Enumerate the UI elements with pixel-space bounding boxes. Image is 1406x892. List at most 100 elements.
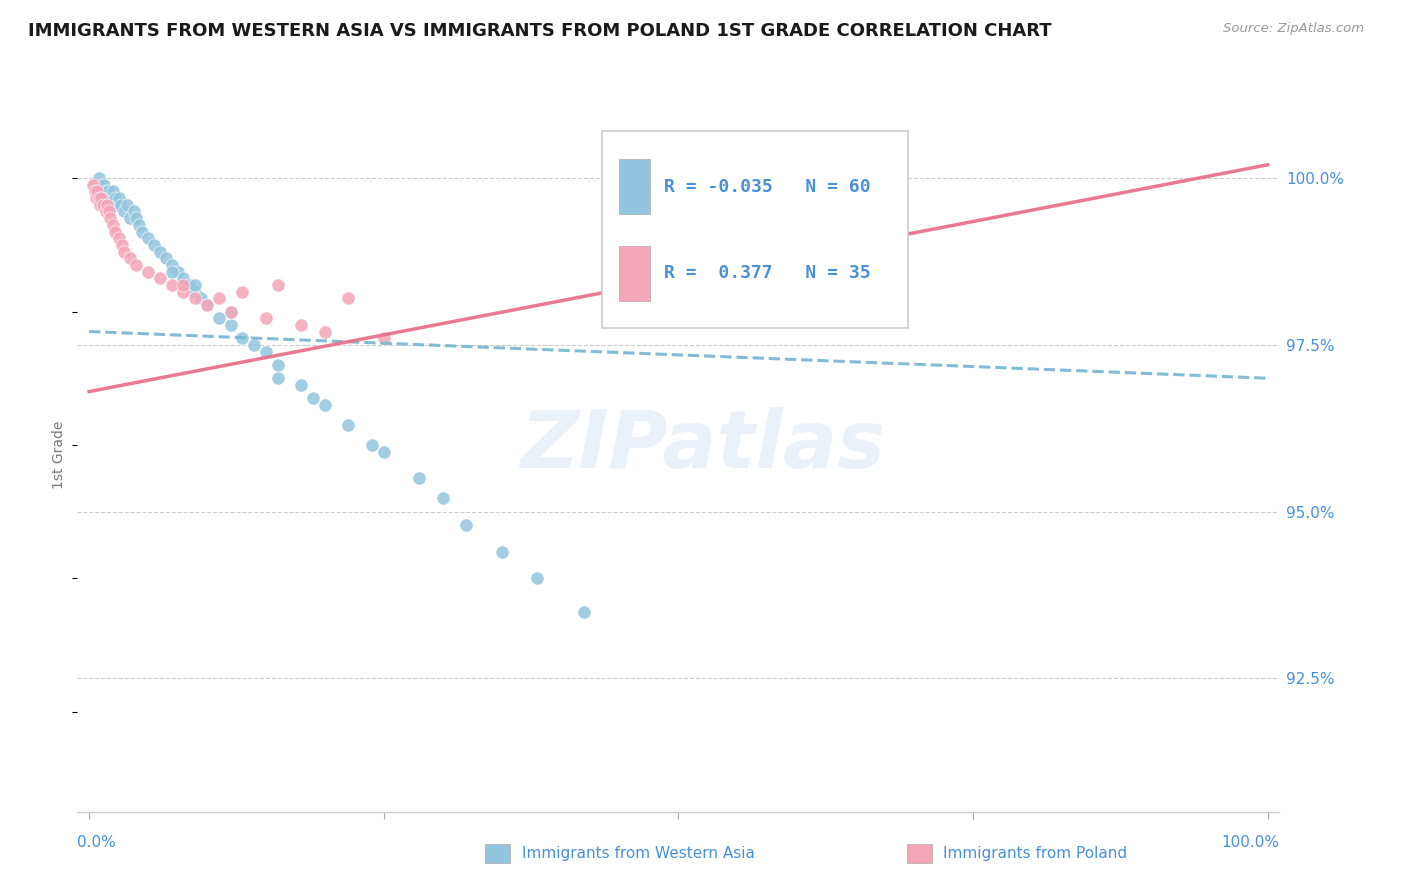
Point (172, 277, 194, 292)
Point (219, 304, 242, 318)
Point (89, 185, 111, 199)
Point (243, 338, 266, 352)
Text: R = -0.035   N = 60: R = -0.035 N = 60 (664, 178, 870, 195)
Point (142, 237, 165, 252)
Point (114, 204, 136, 219)
Point (86, 185, 108, 199)
Point (491, 544, 513, 558)
Point (125, 258, 148, 272)
Point (120, 251, 142, 265)
Point (98, 211, 121, 226)
Point (84, 191, 107, 205)
Point (101, 218, 124, 232)
Point (314, 398, 336, 412)
Point (115, 198, 138, 212)
Point (91, 185, 114, 199)
Point (432, 491, 454, 506)
Point (84, 185, 107, 199)
Point (337, 291, 360, 305)
Point (572, 605, 595, 619)
Point (96, 198, 118, 212)
Text: ZIPatlas: ZIPatlas (520, 407, 886, 485)
Point (172, 285, 194, 299)
Point (373, 331, 395, 345)
Point (314, 325, 336, 339)
Point (172, 271, 194, 285)
Point (98, 191, 121, 205)
Point (100, 191, 122, 205)
Point (94, 204, 117, 219)
Point (267, 371, 290, 385)
Point (89, 198, 111, 212)
Point (231, 331, 253, 345)
Point (195, 298, 218, 312)
Point (184, 291, 207, 305)
Point (155, 251, 177, 265)
Point (208, 311, 231, 326)
Point (91, 191, 114, 205)
Point (184, 277, 207, 292)
Text: 100.0%: 100.0% (1222, 836, 1279, 850)
Point (290, 318, 312, 332)
Point (302, 391, 325, 405)
Point (101, 185, 124, 199)
Point (361, 438, 384, 452)
Point (267, 358, 290, 372)
Point (107, 191, 129, 205)
Point (86, 178, 108, 192)
Point (111, 237, 134, 252)
Point (107, 198, 129, 212)
Point (160, 277, 183, 292)
Point (219, 318, 242, 332)
Point (373, 444, 395, 458)
Point (149, 244, 172, 259)
Point (87, 191, 110, 205)
Point (160, 264, 183, 278)
Point (93, 178, 115, 192)
Text: IMMIGRANTS FROM WESTERN ASIA VS IMMIGRANTS FROM POLAND 1ST GRADE CORRELATION CHA: IMMIGRANTS FROM WESTERN ASIA VS IMMIGRAN… (28, 22, 1052, 40)
Y-axis label: 1st Grade: 1st Grade (52, 421, 66, 489)
Point (136, 264, 159, 278)
Text: Source: ZipAtlas.com: Source: ZipAtlas.com (1223, 22, 1364, 36)
Point (110, 198, 132, 212)
Text: 0.0%: 0.0% (77, 836, 117, 850)
Point (104, 191, 127, 205)
Point (125, 211, 148, 226)
Point (149, 271, 172, 285)
Point (91, 198, 114, 212)
Text: Immigrants from Western Asia: Immigrants from Western Asia (522, 847, 755, 861)
Point (526, 571, 548, 585)
Point (94, 185, 117, 199)
Point (195, 298, 218, 312)
Point (82, 178, 104, 192)
Point (120, 211, 142, 226)
Text: R =  0.377   N = 35: R = 0.377 N = 35 (664, 264, 870, 282)
Point (254, 311, 277, 326)
Point (98, 198, 121, 212)
Point (84, 185, 107, 199)
Point (96, 191, 118, 205)
Point (408, 471, 430, 485)
Point (208, 291, 231, 305)
Point (84, 178, 107, 192)
Point (290, 377, 312, 392)
Point (97, 185, 120, 199)
Point (166, 264, 188, 278)
Point (254, 344, 277, 359)
Point (456, 518, 478, 533)
Point (131, 225, 153, 239)
Point (184, 285, 207, 299)
Point (190, 291, 212, 305)
Point (179, 277, 201, 292)
Point (267, 277, 290, 292)
Point (98, 204, 121, 219)
Point (219, 304, 242, 318)
Point (337, 417, 360, 432)
Point (122, 204, 145, 219)
Point (160, 258, 183, 272)
Point (90, 191, 112, 205)
Point (90, 178, 112, 192)
Point (104, 225, 127, 239)
Point (128, 218, 150, 232)
Text: Immigrants from Poland: Immigrants from Poland (943, 847, 1128, 861)
